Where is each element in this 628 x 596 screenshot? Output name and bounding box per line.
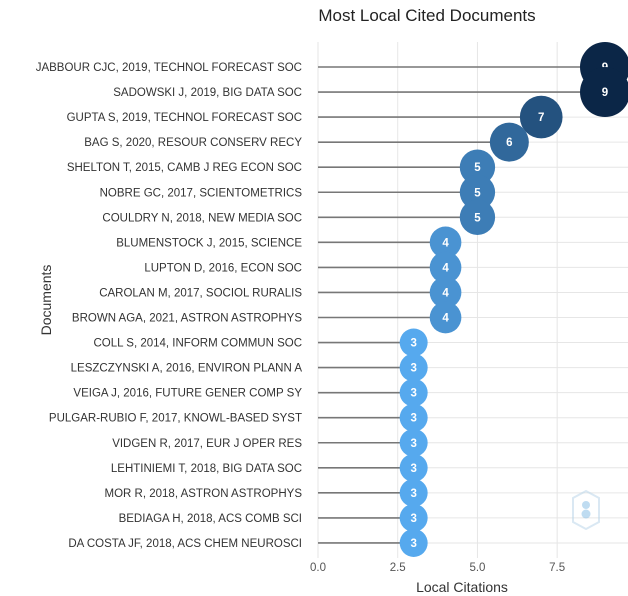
lollipop-dot[interactable] [429, 301, 462, 334]
y-tick-label: JABBOUR CJC, 2019, TECHNOL FORECAST SOC [36, 62, 302, 74]
lollipop-dot[interactable] [399, 403, 428, 432]
y-tick-label: VIDGEN R, 2017, EUR J OPER RES [112, 438, 302, 450]
data-label: 7 [538, 112, 544, 124]
lollipop-dot[interactable] [399, 328, 428, 357]
data-label: 3 [410, 438, 416, 450]
data-label: 3 [410, 363, 416, 375]
y-tick-label: BEDIAGA H, 2018, ACS COMB SCI [119, 513, 302, 525]
lollipop-dot[interactable] [429, 226, 462, 259]
y-tick-label: LUPTON D, 2016, ECON SOC [144, 262, 302, 274]
data-label: 6 [506, 137, 512, 149]
lollipop-dot[interactable] [459, 149, 496, 185]
y-tick-label: BAG S, 2020, RESOUR CONSERV RECY [84, 137, 302, 149]
x-tick-label: 2.5 [390, 562, 406, 574]
y-tick-label: COULDRY N, 2018, NEW MEDIA SOC [102, 212, 302, 224]
y-tick-label: NOBRE GC, 2017, SCIENTOMETRICS [100, 187, 303, 199]
lollipop-dot[interactable] [459, 174, 496, 210]
lollipop-dot[interactable] [399, 528, 428, 557]
data-label: 9 [602, 87, 608, 99]
y-tick-label: BROWN AGA, 2021, ASTRON ASTROPHYS [72, 313, 302, 325]
data-label: 4 [442, 313, 449, 325]
y-tick-label: COLL S, 2014, INFORM COMMUN SOC [93, 338, 302, 350]
y-tick-label: VEIGA J, 2016, FUTURE GENER COMP SY [73, 388, 302, 400]
data-label: 4 [442, 237, 449, 249]
lollipop-dot[interactable] [399, 478, 428, 507]
lollipop-dot[interactable] [399, 503, 428, 532]
y-tick-label: GUPTA S, 2019, TECHNOL FORECAST SOC [67, 112, 302, 124]
y-tick-label: CAROLAN M, 2017, SOCIOL RURALIS [99, 287, 302, 299]
data-label: 3 [410, 388, 416, 400]
data-label: 3 [410, 463, 416, 475]
lollipop-dot[interactable] [399, 378, 428, 407]
watermark-logo-icon [572, 489, 600, 531]
lollipop-dot[interactable] [459, 199, 496, 235]
data-label: 3 [410, 413, 416, 425]
y-tick-label: SADOWSKI J, 2019, BIG DATA SOC [113, 87, 302, 99]
x-axis-ticks: 0.0 2.5 5.0 7.5 [310, 562, 565, 574]
chart-title: Most Local Cited Documents [318, 6, 535, 25]
x-tick-label: 7.5 [549, 562, 565, 574]
x-tick-label: 0.0 [310, 562, 326, 574]
data-label: 3 [410, 488, 416, 500]
lollipop-dot[interactable] [399, 428, 428, 457]
y-axis-title: Documents [38, 265, 54, 336]
y-tick-label: BLUMENSTOCK J, 2015, SCIENCE [116, 237, 302, 249]
lollipop-dot[interactable] [429, 276, 462, 309]
stems [318, 66, 605, 544]
y-tick-label: LEHTINIEMI T, 2018, BIG DATA SOC [111, 463, 302, 475]
lollipop-dot[interactable] [429, 251, 462, 284]
y-tick-label: LESZCZYNSKI A, 2016, ENVIRON PLANN A [71, 363, 303, 375]
lollipop-dot[interactable] [580, 67, 628, 118]
data-label: 4 [442, 287, 449, 299]
grid [317, 42, 628, 558]
data-label: 5 [474, 212, 481, 224]
markers: 99765554444333333333 [399, 42, 628, 557]
data-label: 5 [474, 162, 481, 174]
lollipop-dot[interactable] [519, 95, 563, 139]
data-label: 3 [410, 538, 416, 550]
lollipop-dot[interactable] [399, 353, 428, 382]
x-axis-title: Local Citations [416, 579, 508, 595]
y-tick-label: MOR R, 2018, ASTRON ASTROPHYS [105, 488, 303, 500]
y-tick-label: DA COSTA JF, 2018, ACS CHEM NEUROSCI [68, 538, 302, 550]
data-label: 4 [442, 262, 449, 274]
data-label: 3 [410, 513, 416, 525]
x-tick-label: 5.0 [469, 562, 485, 574]
data-label: 3 [410, 338, 416, 350]
y-tick-label: SHELTON T, 2015, CAMB J REG ECON SOC [67, 162, 302, 174]
lollipop-dot[interactable] [489, 122, 529, 162]
y-tick-label: PULGAR-RUBIO F, 2017, KNOWL-BASED SYST [49, 413, 302, 425]
lollipop-dot[interactable] [399, 453, 428, 482]
data-label: 5 [474, 187, 481, 199]
y-axis-ticks: JABBOUR CJC, 2019, TECHNOL FORECAST SOC S… [36, 62, 303, 550]
